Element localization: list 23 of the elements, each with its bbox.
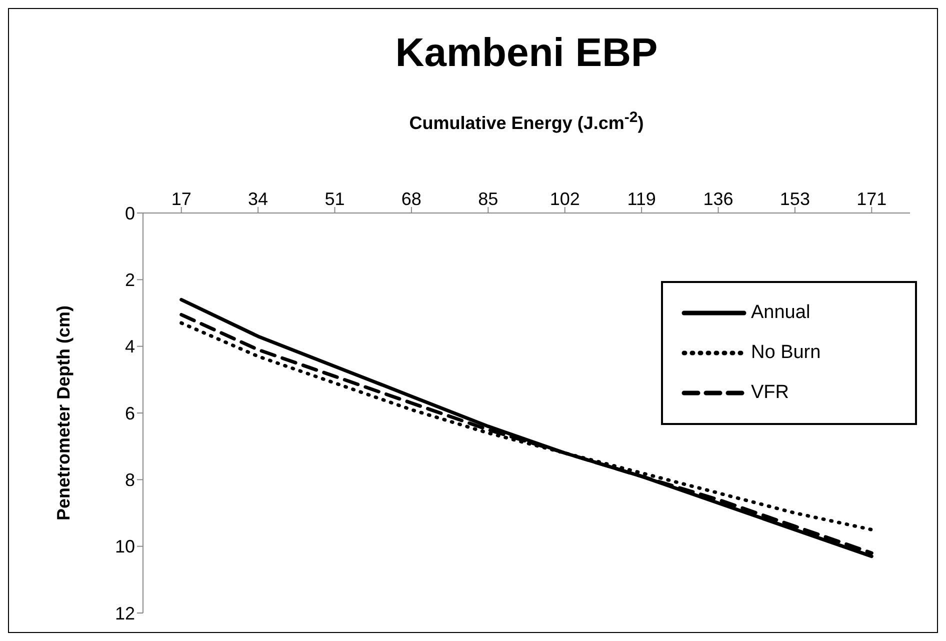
x-tick-label: 51 [324, 189, 345, 209]
x-tick-label: 34 [248, 189, 268, 209]
x-axis-title: Cumulative Energy (J.cm$^{-2}$) [409, 109, 644, 133]
x-tick-label: 68 [401, 189, 422, 209]
y-tick-label: 8 [124, 470, 135, 490]
x-tick-label: 171 [856, 189, 887, 209]
y-tick-label: 10 [114, 536, 135, 557]
x-tick-label: 136 [703, 189, 734, 209]
chart-title: Kambeni EBP [395, 31, 658, 75]
y-tick-label: 4 [124, 336, 135, 357]
x-tick-label: 102 [550, 189, 580, 209]
y-tick-label: 6 [124, 403, 135, 424]
x-tick-label: 17 [171, 189, 192, 209]
x-tick-label: 85 [478, 189, 498, 209]
y-tick-label: 2 [124, 270, 135, 290]
legend-label: Annual [751, 302, 810, 324]
legend-label: VFR [751, 382, 789, 404]
y-tick-label: 12 [114, 603, 135, 624]
x-tick-label: 119 [627, 189, 656, 209]
x-tick-label: 153 [780, 189, 810, 209]
y-axis-title: Penetrometer Depth (cm) [53, 305, 74, 521]
legend-label: No Burn [751, 342, 821, 364]
y-tick-label: 0 [124, 203, 135, 224]
